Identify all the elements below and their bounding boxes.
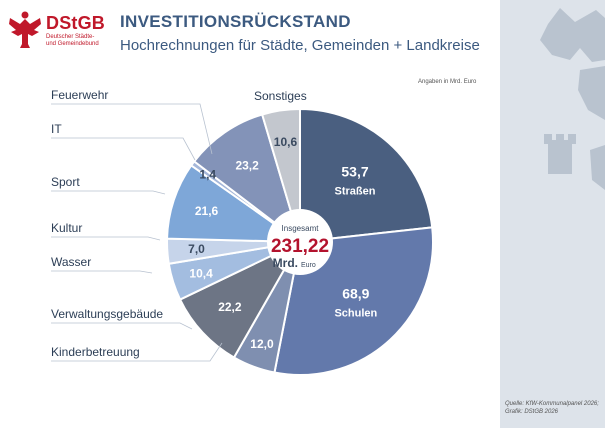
category-label-it: IT	[51, 122, 62, 136]
slice-verwaltungsgebaude	[178, 239, 303, 359]
center-total-value: 231,22	[271, 236, 329, 257]
category-label-kultur: Kultur	[51, 221, 82, 235]
category-label-sport: Sport	[51, 175, 80, 189]
slice-sport	[166, 164, 304, 244]
value-label-sport: 21,6	[195, 204, 219, 218]
inside-label-strassen: Straßen	[335, 186, 376, 198]
slice-sonstiges	[260, 107, 301, 243]
value-label-sonstiges: 10,6	[274, 135, 298, 149]
source-note: Quelle: KfW-Kommunalpanel 2026; Grafik: …	[505, 400, 599, 416]
leader-line-kultur	[51, 236, 161, 241]
center-total: Insgesamt 231,22 Mrd. Euro	[267, 209, 333, 275]
value-label-feuerwehr: 23,2	[235, 158, 259, 172]
logo-wordmark: DStGB	[46, 13, 105, 33]
leader-line-wasser	[51, 270, 153, 274]
pie-chart: 53,7 Straßen 68,9 Schulen 12,0 22,2 10,4 7,0 21,…	[51, 88, 434, 376]
source-line-1: Quelle: KfW-Kommunalpanel 2026;	[505, 401, 599, 407]
center-label: Insgesamt	[282, 224, 320, 233]
center-unit-small: Euro	[301, 262, 316, 269]
dstgb-logo: DStGB Deutscher Städte- und Gemeindebund	[8, 10, 108, 50]
slice-strassen	[299, 107, 434, 244]
eagle-icon	[9, 11, 41, 48]
leader-line-feuerwehr	[51, 103, 213, 155]
slice-feuerwehr	[192, 113, 302, 245]
pie-slices	[166, 107, 434, 376]
source-line-2: Grafik: DStGB 2026	[505, 409, 559, 415]
category-label-wasser: Wasser	[51, 255, 91, 269]
inside-label-schulen: Schulen	[334, 308, 377, 320]
leader-line-kinderbetreuung	[51, 342, 223, 362]
center-unit-bold: Mrd.	[273, 256, 298, 270]
page-title: INVESTITIONSRÜCKSTAND	[120, 12, 351, 31]
logo-subline-2: und Gemeindebund	[46, 41, 99, 47]
category-label-feuerwehr: Feuerwehr	[51, 88, 108, 102]
value-label-kinderbetreuung: 12,0	[250, 337, 274, 351]
category-label-kinderbetreuung: Kinderbetreuung	[51, 345, 140, 359]
side-panel	[500, 0, 605, 428]
leader-lines	[51, 103, 223, 362]
value-label-kultur: 7,0	[188, 242, 205, 256]
page-subtitle: Hochrechnungen für Städte, Gemeinden + L…	[120, 37, 480, 54]
unit-note: Angaben in Mrd. Euro	[418, 79, 477, 85]
value-label-wasser: 10,4	[189, 266, 213, 280]
category-labels: Kinderbetreuung Verwaltungsgebäude Wasser K…	[51, 88, 307, 359]
value-label-schulen: 68,9	[342, 286, 369, 302]
value-labels: 53,7 Straßen 68,9 Schulen 12,0 22,2 10,4 7,0 21,…	[188, 135, 377, 351]
center-circle	[267, 209, 333, 275]
value-label-it: 1,4	[199, 167, 216, 181]
category-label-sonstiges: Sonstiges	[254, 89, 307, 103]
logo-subline-1: Deutscher Städte-	[46, 34, 95, 40]
value-label-verwaltungsgebaude: 22,2	[218, 300, 242, 314]
leader-line-sport	[51, 190, 166, 195]
category-label-verwaltungsgebaude: Verwaltungsgebäude	[51, 307, 163, 321]
leader-line-verwaltungsgebaude	[51, 322, 193, 330]
value-label-strassen: 53,7	[341, 164, 368, 180]
eagle-watermark-icon	[540, 8, 605, 190]
leader-line-it	[51, 137, 196, 161]
